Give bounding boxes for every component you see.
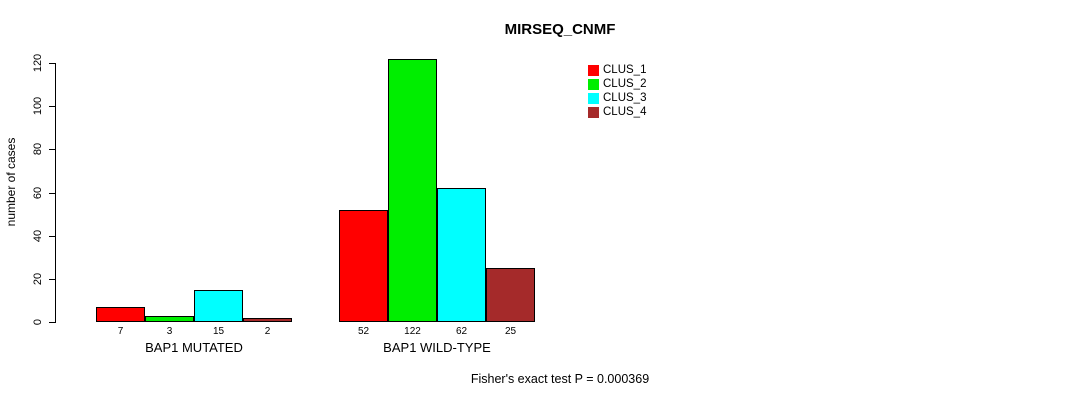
chart-title: MIRSEQ_CNMF <box>504 21 616 38</box>
bar-clus_1-bap1-wild-type <box>339 210 388 322</box>
legend-item-clus_1: CLUS_1 <box>588 63 646 77</box>
bar-clus_4-bap1-wild-type <box>486 268 535 322</box>
y-axis-tick-label: 100 <box>32 96 44 116</box>
legend-item-clus_4: CLUS_4 <box>588 105 646 119</box>
legend-label: CLUS_3 <box>603 92 647 104</box>
y-axis-tick-label: 120 <box>32 53 44 73</box>
y-axis-tick-label: 80 <box>32 143 44 156</box>
legend-swatch-clus_3 <box>588 92 599 104</box>
bar-value-label: 2 <box>264 326 271 337</box>
legend-swatch-clus_1 <box>588 64 599 76</box>
y-axis-tick-label: 0 <box>32 318 44 326</box>
bar-clus_1-bap1-mutated <box>96 307 145 322</box>
bar-clus_4-bap1-mutated <box>243 318 292 322</box>
bar-clus_2-bap1-wild-type <box>388 59 437 322</box>
group-label-bap1-mutated: BAP1 MUTATED <box>145 340 243 355</box>
bar-clus_2-bap1-mutated <box>145 316 194 322</box>
group-label-bap1-wild-type: BAP1 WILD-TYPE <box>383 340 491 355</box>
y-axis-tick-mark <box>49 235 55 237</box>
bar-value-label: 52 <box>357 326 370 337</box>
bar-clus_3-bap1-wild-type <box>437 188 486 322</box>
y-axis-tick-label: 60 <box>32 186 44 199</box>
bar-value-label: 62 <box>455 326 468 337</box>
legend-swatch-clus_4 <box>588 106 599 118</box>
legend-swatch-clus_2 <box>588 78 599 90</box>
y-axis-title: number of cases <box>4 137 18 227</box>
y-axis-line <box>55 63 56 323</box>
bar-value-label: 25 <box>504 326 517 337</box>
y-axis-tick-mark <box>49 192 55 194</box>
y-axis-tick-mark <box>49 63 55 64</box>
bar-clus_3-bap1-mutated <box>194 290 243 322</box>
y-axis-tick-label: 40 <box>32 229 44 242</box>
y-axis-tick-mark <box>49 149 55 151</box>
legend-item-clus_3: CLUS_3 <box>588 91 646 105</box>
y-axis-tick-mark <box>49 106 55 108</box>
y-axis-tick-label: 20 <box>32 272 44 285</box>
legend-label: CLUS_2 <box>603 78 647 90</box>
y-axis-tick-mark <box>49 278 55 280</box>
bar-value-label: 15 <box>212 326 225 337</box>
y-axis-tick-mark <box>49 322 55 323</box>
bar-value-label: 122 <box>404 326 421 337</box>
legend-label: CLUS_4 <box>603 106 647 118</box>
legend-label: CLUS_1 <box>603 64 647 76</box>
fisher-test-annotation: Fisher's exact test P = 0.000369 <box>470 372 650 386</box>
legend-item-clus_2: CLUS_2 <box>588 77 646 91</box>
bar-value-label: 7 <box>117 326 124 337</box>
bar-value-label: 3 <box>166 326 173 337</box>
